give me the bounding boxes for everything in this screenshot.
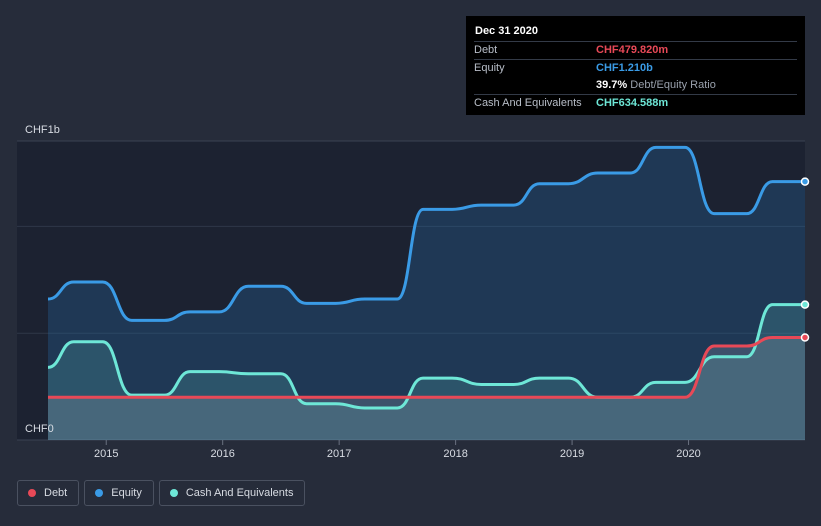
- equity-end-marker: [800, 177, 810, 186]
- tooltip-label: Debt: [474, 44, 498, 56]
- cash-and-equivalents-end-marker: [800, 300, 810, 309]
- legend-item-debt[interactable]: Debt: [17, 480, 80, 506]
- x-tick-label: 2016: [210, 448, 234, 460]
- equity-line: [47, 145, 805, 322]
- tooltip-label: Cash And Equivalents: [474, 97, 582, 109]
- tooltip-label: Equity: [474, 62, 505, 74]
- series-end-markers: [800, 177, 810, 342]
- tooltip-ratio: 39.7% Debt/Equity Ratio: [596, 77, 716, 94]
- tooltip-panel: Dec 31 2020 Debt CHF479.820m Equity CHF1…: [466, 16, 805, 115]
- series-lines: [47, 145, 805, 410]
- x-tick-label: 2015: [94, 448, 118, 460]
- debt-end-marker: [800, 333, 810, 342]
- cash-and-equivalents-area: [48, 304, 805, 440]
- legend-dot-icon: [95, 489, 104, 497]
- tooltip-date: Dec 31 2020: [475, 25, 538, 37]
- legend-item-equity[interactable]: Equity: [84, 480, 154, 506]
- tooltip-ratio-caption: Debt/Equity Ratio: [630, 79, 716, 91]
- tooltip-row-cash: Cash And Equivalents CHF634.588m: [474, 94, 797, 112]
- series-areas: [48, 147, 805, 440]
- legend-label: Cash And Equivalents: [185, 487, 294, 499]
- tooltip-value: CHF1.210b: [596, 62, 653, 74]
- x-tick-label: 2017: [327, 448, 351, 460]
- tooltip-row-equity: Equity CHF1.210b: [474, 59, 797, 77]
- cash-and-equivalents-line: [47, 303, 805, 410]
- x-tick-label: 2019: [560, 448, 584, 460]
- tooltip-value: 39.7%: [596, 79, 628, 91]
- debt-line: [48, 335, 805, 399]
- y-axis-bottom-label: CHF0: [25, 423, 54, 435]
- x-tick-label: 2020: [676, 448, 700, 460]
- tooltip-value: CHF479.820m: [596, 44, 669, 56]
- y-axis-top-label: CHF1b: [25, 124, 60, 136]
- legend-dot-icon: [28, 489, 36, 497]
- tooltip-label: [474, 77, 596, 94]
- legend-item-cash[interactable]: Cash And Equivalents: [158, 480, 306, 506]
- tooltip-value: CHF634.588m: [596, 97, 669, 109]
- gridlines: [17, 140, 805, 441]
- legend-label: Equity: [111, 487, 142, 499]
- legend-label: Debt: [44, 487, 68, 499]
- tooltip-row-debt: Debt CHF479.820m: [474, 41, 797, 59]
- tooltip-row-ratio: 39.7% Debt/Equity Ratio: [474, 77, 797, 94]
- debt-area: [48, 337, 805, 440]
- legend-dot-icon: [169, 489, 178, 497]
- chart-legend: Debt Equity Cash And Equivalents: [17, 480, 306, 506]
- x-tick-label: 2018: [443, 448, 467, 460]
- x-axis-ticks: 2015 2016 2017 2018 2019 2020: [94, 440, 701, 460]
- equity-area: [48, 147, 805, 440]
